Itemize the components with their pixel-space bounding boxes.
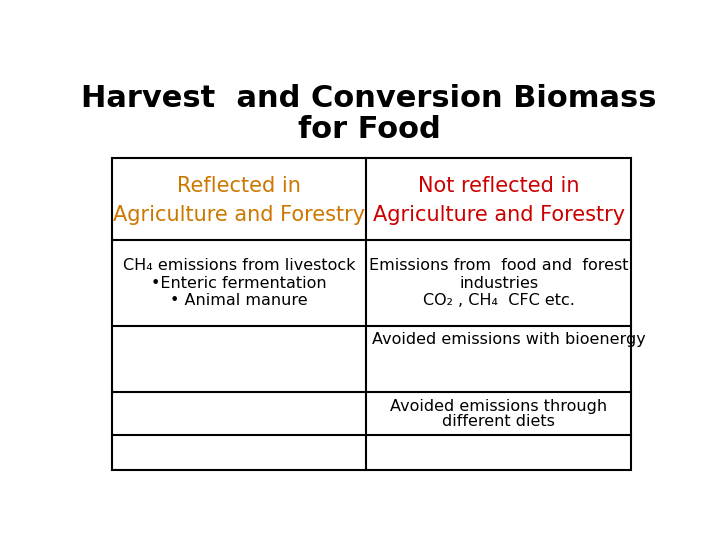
Text: Not reflected in: Not reflected in [418, 176, 580, 196]
Text: different diets: different diets [442, 414, 555, 429]
Text: Avoided emissions through: Avoided emissions through [390, 399, 607, 414]
Text: •Enteric fermentation: •Enteric fermentation [151, 275, 327, 291]
Bar [112, 158, 631, 470]
Text: Harvest  and Conversion Biomass: Harvest and Conversion Biomass [81, 84, 657, 112]
Text: Reflected in: Reflected in [177, 176, 301, 196]
Text: industries: industries [459, 275, 539, 291]
Text: Agriculture and Forestry: Agriculture and Forestry [373, 205, 625, 225]
Text: Agriculture and Forestry: Agriculture and Forestry [113, 205, 365, 225]
Text: for Food: for Food [297, 114, 441, 144]
Text: • Animal manure: • Animal manure [171, 293, 308, 308]
Text: Avoided emissions with bioenergy: Avoided emissions with bioenergy [372, 332, 646, 347]
Text: CH₄ emissions from livestock: CH₄ emissions from livestock [123, 258, 356, 273]
Text: Emissions from  food and  forest: Emissions from food and forest [369, 258, 629, 273]
Text: CO₂ , CH₄  CFC etc.: CO₂ , CH₄ CFC etc. [423, 293, 575, 308]
